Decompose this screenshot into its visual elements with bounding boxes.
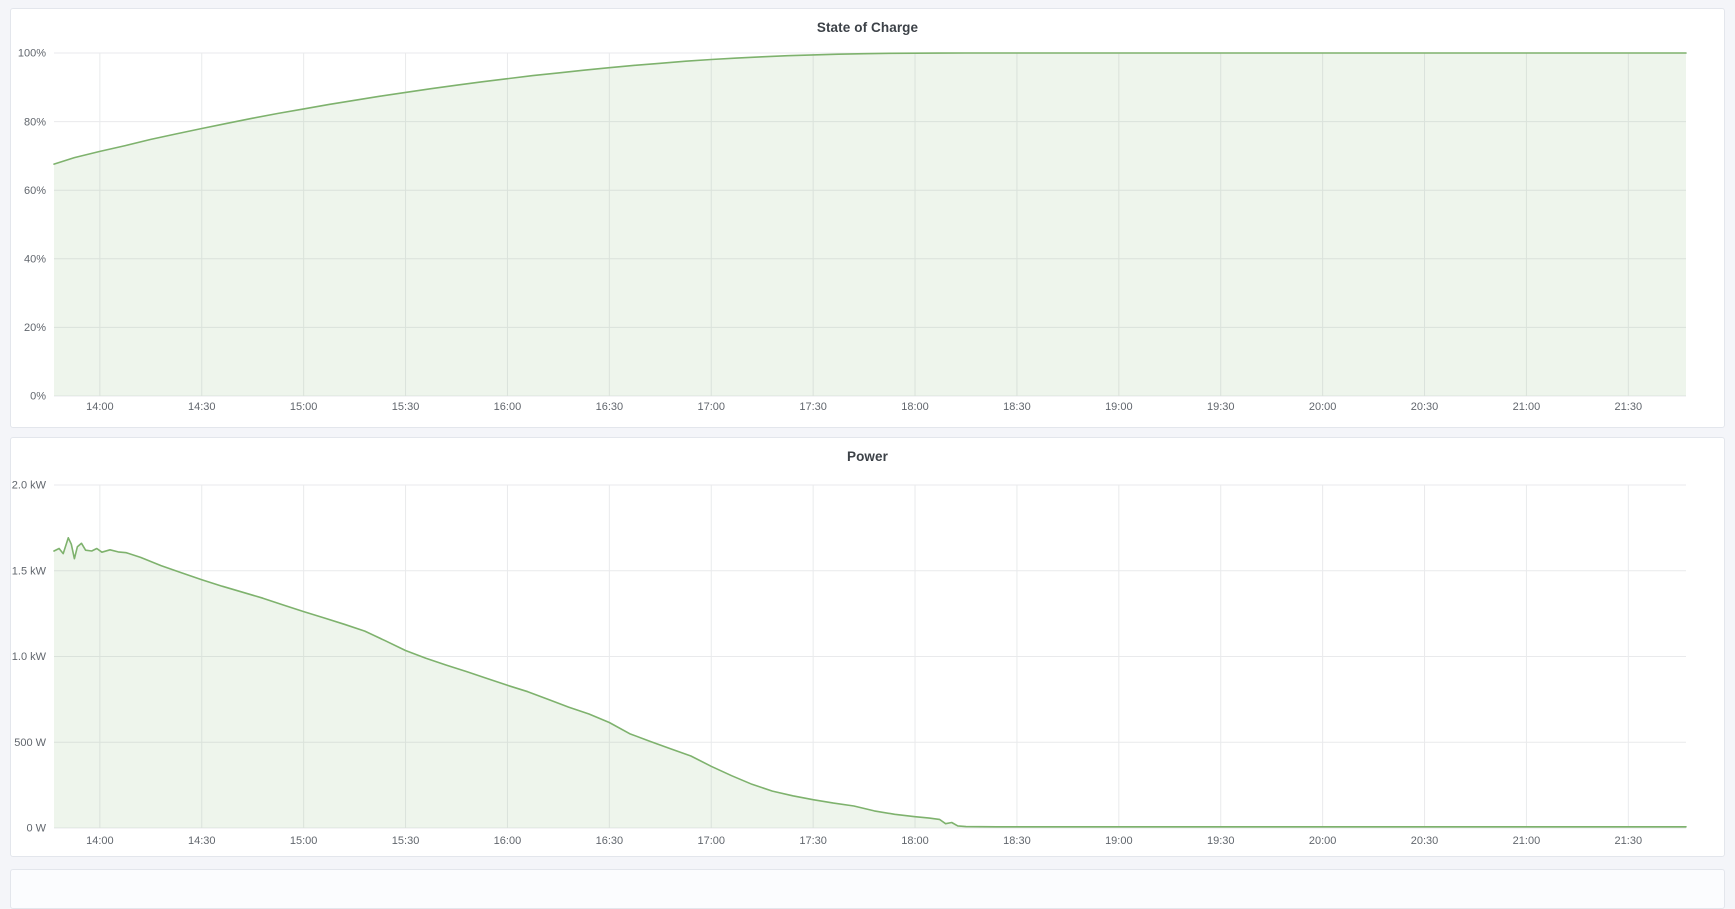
dashboard-page: { "page": { "background": "#f4f5f9", "pa… — [10, 8, 1725, 909]
x-axis-tick-label: 17:00 — [697, 401, 725, 413]
series-area-fill — [54, 537, 1686, 828]
y-axis-tick-label: 20% — [24, 322, 46, 334]
panel-title-state-of-charge[interactable]: State of Charge — [816, 19, 919, 35]
x-axis-tick-label: 17:30 — [799, 401, 827, 413]
x-axis-tick-label: 21:00 — [1513, 835, 1541, 847]
x-axis-tick-label: 21:30 — [1615, 401, 1643, 413]
x-axis-tick-label: 17:30 — [799, 835, 827, 847]
y-axis-tick-label: 80% — [24, 116, 46, 128]
panel-power: Power 0 W 500 W 1.0 kW 1.5 kW 2.0 kW 14:00 14:… — [10, 437, 1725, 857]
x-axis-tick-label: 19:30 — [1207, 401, 1235, 413]
x-axis-tick-label: 15:00 — [290, 401, 318, 413]
x-axis-tick-label: 14:00 — [86, 401, 114, 413]
axis-labels: 0% 20% 40% 60% 80% 100% 14:00 14:30 15:00 15:30 16… — [18, 48, 1642, 413]
x-axis-tick-label: 17:00 — [697, 835, 725, 847]
x-axis-tick-label: 19:00 — [1105, 835, 1133, 847]
grid-lines — [54, 52, 1686, 397]
x-axis-tick-label: 15:00 — [290, 835, 318, 847]
x-axis-tick-label: 20:00 — [1309, 401, 1337, 413]
x-axis-tick-label: 16:00 — [494, 835, 522, 847]
y-axis-tick-label: 100% — [18, 48, 46, 60]
soc-chart-canvas[interactable]: 0% 20% 40% 60% 80% 100% 14:00 14:30 15:00 15:30 16… — [11, 9, 1724, 427]
x-axis-tick-label: 19:00 — [1105, 401, 1133, 413]
series-area-fill — [54, 53, 1686, 396]
x-axis-tick-label: 18:30 — [1003, 401, 1031, 413]
y-axis-tick-label: 1.0 kW — [12, 651, 47, 663]
x-axis-tick-label: 19:30 — [1207, 835, 1235, 847]
x-axis-tick-label: 16:30 — [596, 401, 624, 413]
panel-next-partial — [10, 869, 1725, 909]
y-axis-tick-label: 40% — [24, 254, 46, 266]
y-axis-tick-label: 1.5 kW — [12, 565, 47, 577]
x-axis-tick-label: 18:30 — [1003, 835, 1031, 847]
panel-title-power[interactable]: Power — [846, 448, 888, 464]
x-axis-tick-label: 20:30 — [1411, 401, 1439, 413]
y-axis-tick-label: 500 W — [14, 737, 46, 749]
power-chart-canvas[interactable]: 0 W 500 W 1.0 kW 1.5 kW 2.0 kW 14:00 14:30 15:0… — [11, 438, 1724, 856]
x-axis-tick-label: 15:30 — [392, 401, 420, 413]
x-axis-tick-label: 21:30 — [1615, 835, 1643, 847]
y-axis-tick-label: 60% — [24, 185, 46, 197]
x-axis-tick-label: 16:00 — [494, 401, 522, 413]
x-axis-tick-label: 21:00 — [1513, 401, 1541, 413]
x-axis-tick-label: 20:30 — [1411, 835, 1439, 847]
y-axis-tick-label: 2.0 kW — [12, 480, 47, 492]
x-axis-tick-label: 15:30 — [392, 835, 420, 847]
series-line — [53, 537, 1687, 828]
grid-lines — [54, 484, 1686, 829]
axis-labels: 0 W 500 W 1.0 kW 1.5 kW 2.0 kW 14:00 14:30 15:0… — [12, 480, 1642, 847]
panel-state-of-charge: State of Charge 0% 20% 40% 60% 80% 100% 14:00 1… — [10, 8, 1725, 428]
x-axis-tick-label: 18:00 — [901, 401, 929, 413]
y-axis-tick-label: 0% — [30, 391, 46, 403]
y-axis-tick-label: 0 W — [26, 823, 46, 835]
series-line — [53, 52, 1687, 165]
x-axis-tick-label: 14:30 — [188, 401, 216, 413]
x-axis-tick-label: 14:00 — [86, 835, 114, 847]
x-axis-tick-label: 16:30 — [596, 835, 624, 847]
x-axis-tick-label: 14:30 — [188, 835, 216, 847]
x-axis-tick-label: 20:00 — [1309, 835, 1337, 847]
x-axis-tick-label: 18:00 — [901, 835, 929, 847]
